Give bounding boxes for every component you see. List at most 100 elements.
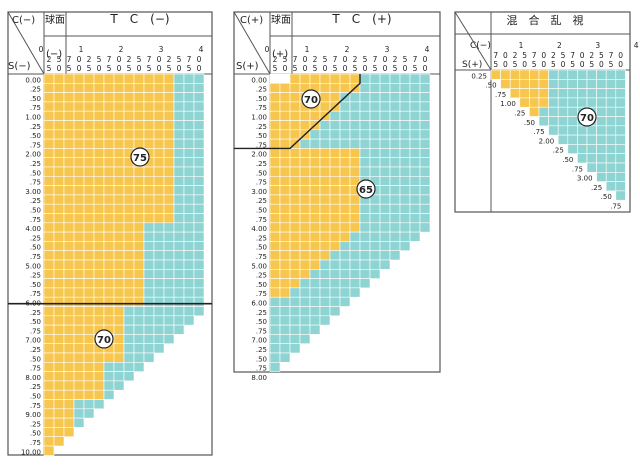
x-cell: [605, 116, 617, 127]
m-cell: [143, 101, 155, 112]
p-cell: [299, 287, 311, 298]
m-cell: [63, 427, 75, 437]
x-cell: [577, 97, 588, 108]
svg-text:65: 65: [359, 185, 373, 196]
m-integer-tick: 4: [199, 45, 204, 54]
p-cell: [339, 203, 351, 214]
x-cell: [596, 116, 607, 127]
p-cell: [319, 101, 331, 112]
m-cell: [123, 268, 135, 279]
p-digit-bottom: 0: [323, 64, 328, 73]
m-cell: [93, 120, 105, 131]
m-cell: [183, 101, 195, 112]
m-cell: [183, 176, 195, 186]
m-cell: [183, 129, 195, 140]
m-cell: [63, 324, 75, 335]
p-cell: [319, 213, 331, 224]
m-cell: [63, 176, 75, 186]
m-cell: [193, 138, 205, 149]
m-cell: [143, 259, 155, 270]
m-cell: [93, 176, 105, 186]
m-cell: [123, 203, 135, 214]
p-cell: [409, 222, 421, 233]
p-digit-bottom: 0: [383, 64, 388, 73]
m-cell: [83, 157, 95, 168]
m-cell: [53, 129, 65, 140]
p-cell: [419, 120, 431, 131]
p-cell: [419, 222, 431, 233]
x-integer-tick: 4: [634, 41, 639, 50]
p-cell: [369, 213, 381, 224]
x-digit-bottom: 0: [541, 60, 546, 69]
m-cell: [113, 120, 125, 131]
m-cell: [193, 241, 205, 251]
p-cell: [319, 231, 331, 242]
m-cell: [143, 324, 155, 335]
m-cell: [73, 176, 85, 186]
p-cell: [359, 157, 371, 168]
m-cell: [193, 176, 205, 186]
p-cell: [379, 241, 391, 251]
m-cell: [153, 120, 165, 131]
p-cell: [349, 120, 361, 131]
m-cell: [63, 259, 75, 270]
m-cell: [163, 306, 175, 317]
x-cell: [605, 79, 617, 89]
p-digit-bottom: 0: [403, 64, 408, 73]
m-cell: [43, 231, 55, 242]
p-cell: [269, 222, 281, 233]
m-cell: [63, 399, 75, 410]
m-cell: [53, 296, 65, 307]
m-cell: [183, 203, 195, 214]
m-cell: [113, 324, 125, 335]
m-cell: [53, 250, 65, 261]
m-row-label: .75: [30, 216, 41, 224]
m-cell: [123, 324, 135, 335]
p-cell: [279, 278, 291, 289]
m-cell: [113, 296, 125, 307]
p-cell: [409, 194, 421, 205]
p-cell: [359, 213, 371, 224]
p-digit-bottom: 0: [363, 64, 368, 73]
m-cell: [43, 92, 55, 103]
p-cell: [349, 138, 361, 149]
x-cell: [538, 79, 549, 89]
m-cell: [63, 148, 75, 158]
x-digit-top: 0: [580, 51, 585, 60]
p-cell: [419, 176, 431, 186]
m-cell: [103, 389, 115, 400]
x-digit-top: 7: [493, 51, 498, 60]
x-cell: [557, 97, 569, 108]
p-cell: [359, 92, 371, 103]
p-cell: [409, 120, 421, 131]
x-cell: [557, 134, 569, 145]
m-cell: [93, 222, 105, 233]
m-cell: [153, 157, 165, 168]
x-cell: [529, 69, 540, 80]
x-cell: [557, 79, 569, 89]
x-digit-bottom: 5: [551, 60, 556, 69]
m-cell: [173, 92, 185, 103]
m-cell: [93, 166, 105, 177]
p-cell: [349, 259, 361, 270]
p-cell: [269, 138, 281, 149]
m-cell: [43, 315, 55, 326]
p-cell: [339, 231, 351, 242]
m-cell: [103, 194, 115, 205]
x-cell: [596, 79, 607, 89]
p-cell: [299, 203, 311, 214]
m-cell: [103, 361, 115, 372]
m-cell: [183, 185, 195, 196]
p-cell: [299, 250, 311, 261]
m-cell: [53, 352, 65, 363]
m-cell: [103, 129, 115, 140]
x-digit-bottom: 0: [503, 60, 508, 69]
p-cell: [279, 287, 291, 298]
x-cell: [596, 88, 607, 99]
m-cell: [103, 166, 115, 177]
p-cell: [409, 231, 421, 242]
m-cell: [143, 138, 155, 149]
m-row-label: .25: [30, 346, 41, 354]
m-cell: [153, 101, 165, 112]
m-cell: [123, 213, 135, 224]
